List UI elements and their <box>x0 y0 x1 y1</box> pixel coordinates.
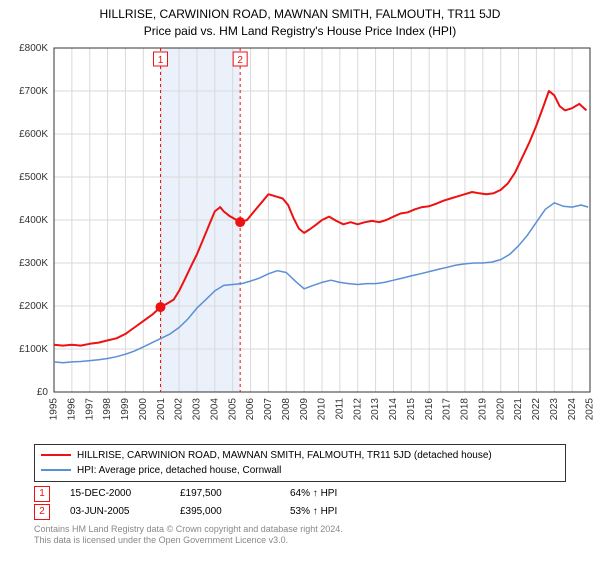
svg-text:£500K: £500K <box>19 172 48 183</box>
legend-item: HILLRISE, CARWINION ROAD, MAWNAN SMITH, … <box>41 448 559 463</box>
sale-badge: 2 <box>34 504 50 520</box>
title-address: HILLRISE, CARWINION ROAD, MAWNAN SMITH, … <box>0 6 600 23</box>
svg-text:2001: 2001 <box>156 397 167 420</box>
svg-text:2022: 2022 <box>531 397 542 420</box>
legend-label: HILLRISE, CARWINION ROAD, MAWNAN SMITH, … <box>77 448 492 463</box>
legend-label: HPI: Average price, detached house, Corn… <box>77 463 281 478</box>
svg-text:2006: 2006 <box>245 397 256 420</box>
svg-text:2010: 2010 <box>317 397 328 420</box>
svg-text:2009: 2009 <box>299 397 310 420</box>
svg-text:£100K: £100K <box>19 344 48 355</box>
svg-text:2013: 2013 <box>370 397 381 420</box>
legend-swatch <box>41 469 71 471</box>
sale-row: 1 15-DEC-2000£197,50064% ↑ HPI <box>34 486 566 502</box>
sale-badge: 1 <box>34 486 50 502</box>
legend-swatch <box>41 454 71 456</box>
svg-text:2004: 2004 <box>209 397 220 420</box>
footer-line1: Contains HM Land Registry data © Crown c… <box>34 524 566 536</box>
svg-text:2020: 2020 <box>495 397 506 420</box>
svg-text:2014: 2014 <box>388 397 399 420</box>
sale-date: 15-DEC-2000 <box>70 488 180 499</box>
svg-text:2017: 2017 <box>442 397 453 420</box>
svg-text:1996: 1996 <box>67 397 78 420</box>
svg-text:£200K: £200K <box>19 301 48 312</box>
legend-item: HPI: Average price, detached house, Corn… <box>41 463 559 478</box>
svg-text:2019: 2019 <box>477 397 488 420</box>
svg-text:£700K: £700K <box>19 86 48 97</box>
svg-text:2000: 2000 <box>138 397 149 420</box>
svg-text:2008: 2008 <box>281 397 292 420</box>
chart-area: £0 £100K £200K £300K £400K £500K £600K £700K £80… <box>0 40 600 440</box>
svg-text:2025: 2025 <box>585 397 596 420</box>
svg-text:2007: 2007 <box>263 397 274 420</box>
sale-hpi: 53% ↑ HPI <box>290 506 337 517</box>
svg-text:2018: 2018 <box>460 397 471 420</box>
svg-text:2: 2 <box>237 55 243 66</box>
footer-attribution: Contains HM Land Registry data © Crown c… <box>34 524 566 547</box>
chart-title: HILLRISE, CARWINION ROAD, MAWNAN SMITH, … <box>0 6 600 40</box>
svg-text:2024: 2024 <box>567 397 578 420</box>
svg-text:£0: £0 <box>37 387 49 398</box>
sale-row: 2 03-JUN-2005£395,00053% ↑ HPI <box>34 504 566 520</box>
svg-text:£300K: £300K <box>19 258 48 269</box>
svg-text:2011: 2011 <box>335 397 346 419</box>
sale-date: 03-JUN-2005 <box>70 506 180 517</box>
svg-text:2005: 2005 <box>227 397 238 420</box>
footer-line2: This data is licensed under the Open Gov… <box>34 535 566 547</box>
title-subtitle: Price paid vs. HM Land Registry's House … <box>0 23 600 40</box>
svg-text:£400K: £400K <box>19 215 48 226</box>
sales-table: 1 15-DEC-2000£197,50064% ↑ HPI 2 03-JUN-200… <box>34 486 566 520</box>
svg-text:2002: 2002 <box>174 397 185 420</box>
legend: HILLRISE, CARWINION ROAD, MAWNAN SMITH, … <box>34 444 566 482</box>
svg-text:2003: 2003 <box>192 397 203 420</box>
svg-text:1: 1 <box>158 55 164 66</box>
svg-text:2016: 2016 <box>424 397 435 420</box>
svg-text:2015: 2015 <box>406 397 417 420</box>
sale-price: £197,500 <box>180 488 290 499</box>
svg-text:1997: 1997 <box>84 397 95 420</box>
svg-text:1998: 1998 <box>102 397 113 420</box>
svg-text:1995: 1995 <box>49 397 60 420</box>
svg-text:2021: 2021 <box>513 397 524 420</box>
svg-text:1999: 1999 <box>120 397 131 420</box>
svg-text:£600K: £600K <box>19 129 48 140</box>
svg-text:2012: 2012 <box>352 397 363 420</box>
svg-text:£800K: £800K <box>19 43 48 54</box>
sale-hpi: 64% ↑ HPI <box>290 488 337 499</box>
chart-svg: £0 £100K £200K £300K £400K £500K £600K £700K £80… <box>0 40 600 440</box>
sale-price: £395,000 <box>180 506 290 517</box>
svg-text:2023: 2023 <box>549 397 560 420</box>
